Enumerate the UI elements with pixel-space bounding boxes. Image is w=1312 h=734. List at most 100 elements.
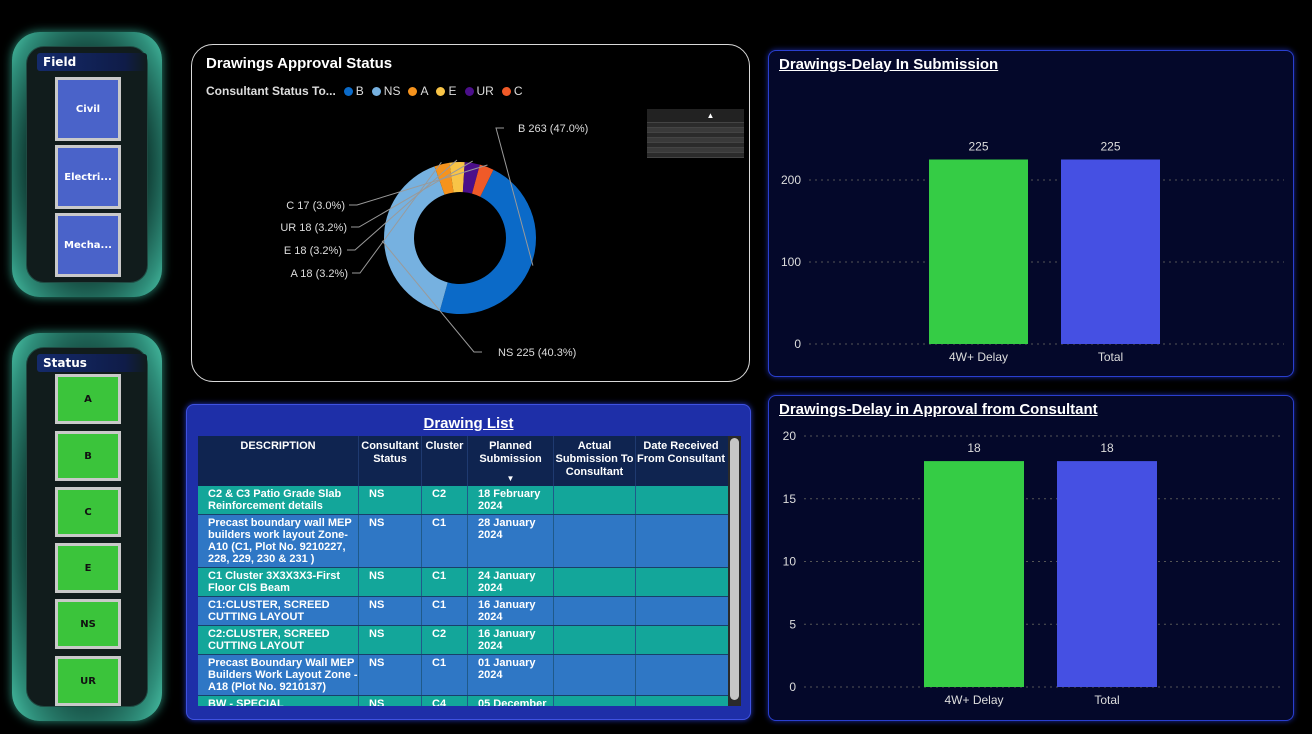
status-code bbox=[647, 138, 677, 142]
slice-label-a: A 18 (3.2%) bbox=[291, 268, 348, 280]
header-description[interactable]: ▲ bbox=[677, 109, 744, 122]
drawing-list-header: DESCRIPTION Consultant Status Cluster Plann… bbox=[198, 436, 728, 486]
slice-label-c: C 17 (3.0%) bbox=[286, 200, 345, 212]
bar-total[interactable] bbox=[1057, 461, 1157, 687]
cell-cluster: C2 bbox=[422, 486, 468, 514]
field-option-mechanical[interactable]: Mecha... bbox=[55, 213, 121, 277]
status-option-ns[interactable]: NS bbox=[55, 599, 121, 649]
bar-total[interactable] bbox=[1061, 159, 1160, 345]
status-slicer-title: Status bbox=[37, 354, 147, 372]
column-header-label: Planned Submission bbox=[479, 440, 542, 465]
status-table-row bbox=[647, 138, 744, 143]
drawing-list-scrollbar[interactable] bbox=[728, 436, 741, 706]
column-header-cluster[interactable]: Cluster bbox=[422, 436, 468, 486]
sort-down-icon: ▼ bbox=[506, 474, 515, 483]
cell-consultant-status: NS bbox=[359, 486, 422, 514]
donut-slice-ns[interactable] bbox=[383, 166, 448, 312]
cell-description: BW - SPECIAL bbox=[198, 696, 359, 706]
donut-slice-b[interactable] bbox=[439, 169, 536, 315]
column-header-description[interactable]: DESCRIPTION bbox=[198, 436, 359, 486]
x-tick-label: Total bbox=[1094, 693, 1119, 707]
field-slicer: Field Civil Electri... Mecha... bbox=[12, 32, 162, 297]
column-header-consultant-status[interactable]: Consultant Status bbox=[359, 436, 422, 486]
slice-label-e: E 18 (3.2%) bbox=[284, 245, 342, 257]
cell-consultant-status: NS bbox=[359, 597, 422, 625]
table-row[interactable]: Precast Boundary Wall MEP Builders Work … bbox=[198, 655, 728, 696]
cell-cluster: C1 bbox=[422, 597, 468, 625]
donut-slice-c[interactable] bbox=[472, 164, 494, 197]
cell-consultant-status: NS bbox=[359, 626, 422, 654]
status-description bbox=[677, 148, 744, 152]
cell-cluster: C2 bbox=[422, 626, 468, 654]
status-option-c[interactable]: C bbox=[55, 487, 121, 537]
legend-item-ns[interactable]: NS bbox=[371, 84, 401, 98]
table-row[interactable]: BW - SPECIAL NS C4 05 December bbox=[198, 696, 728, 706]
donut-legend: Consultant Status To... B NS A E UR C bbox=[206, 84, 523, 98]
slice-leader-line bbox=[381, 240, 482, 353]
cell-date-received bbox=[636, 486, 726, 514]
cell-consultant-status: NS bbox=[359, 568, 422, 596]
legend-label: NS bbox=[383, 84, 401, 98]
status-option-ur[interactable]: UR bbox=[55, 656, 121, 706]
cell-date-received bbox=[636, 696, 726, 706]
cell-planned-submission: 18 February 2024 bbox=[468, 486, 554, 514]
field-option-electrical[interactable]: Electri... bbox=[55, 145, 121, 209]
cell-planned-submission: 16 January 2024 bbox=[468, 626, 554, 654]
legend-item-a[interactable]: A bbox=[408, 84, 428, 98]
column-header-actual-submission[interactable]: Actual Submission To Consultant bbox=[554, 436, 636, 486]
donut-slice-e[interactable] bbox=[449, 162, 465, 193]
legend-title: Consultant Status To... bbox=[206, 84, 336, 98]
bar-4w-delay[interactable] bbox=[929, 159, 1028, 345]
table-row[interactable]: Precast boundary wall MEP builders work … bbox=[198, 515, 728, 568]
legend-label: A bbox=[420, 84, 429, 98]
legend-item-c[interactable]: C bbox=[501, 84, 523, 98]
slice-leader-line bbox=[352, 161, 442, 274]
status-table-header: ▲ bbox=[647, 109, 744, 123]
donut-slice-ur[interactable] bbox=[462, 162, 480, 194]
table-row[interactable]: C1:CLUSTER, SCREED CUTTING LAYOUT NS C1 16 … bbox=[198, 597, 728, 626]
status-code bbox=[647, 143, 677, 147]
status-description bbox=[677, 128, 744, 132]
status-option-a[interactable]: A bbox=[55, 374, 121, 424]
cell-description: C2 & C3 Patio Grade Slab Reinforcement d… bbox=[198, 486, 359, 514]
status-table-row bbox=[647, 133, 744, 138]
slice-label-b: B 263 (47.0%) bbox=[518, 123, 588, 135]
column-header-label: DESCRIPTION bbox=[240, 440, 316, 452]
scrollbar-thumb[interactable] bbox=[730, 438, 739, 700]
status-table-row bbox=[647, 148, 744, 153]
header-status bbox=[647, 109, 677, 122]
legend-item-ur[interactable]: UR bbox=[464, 84, 494, 98]
cell-consultant-status: NS bbox=[359, 696, 422, 706]
bar-4w-delay[interactable] bbox=[924, 461, 1024, 687]
drawing-list-panel: Drawing List DESCRIPTION Consultant Statu… bbox=[186, 404, 751, 720]
sort-up-icon: ▲ bbox=[706, 111, 715, 120]
legend-item-b[interactable]: B bbox=[343, 84, 364, 98]
status-option-b[interactable]: B bbox=[55, 431, 121, 481]
field-option-civil[interactable]: Civil bbox=[55, 77, 121, 141]
drawing-list-table[interactable]: DESCRIPTION Consultant Status Cluster Plann… bbox=[198, 436, 728, 706]
bar-data-label: 18 bbox=[1100, 441, 1114, 455]
status-description bbox=[677, 123, 744, 127]
cell-cluster: C1 bbox=[422, 655, 468, 695]
field-slicer-body: Field Civil Electri... Mecha... bbox=[26, 46, 148, 283]
column-header-date-received[interactable]: Date Received From Consultant bbox=[636, 436, 726, 486]
field-slicer-title: Field bbox=[37, 53, 147, 71]
status-option-e[interactable]: E bbox=[55, 543, 121, 593]
table-row[interactable]: C1 Cluster 3X3X3X3-First Floor CIS Beam N… bbox=[198, 568, 728, 597]
cell-date-received bbox=[636, 515, 726, 567]
status-code bbox=[647, 148, 677, 152]
cell-cluster: C1 bbox=[422, 515, 468, 567]
column-header-planned-submission[interactable]: Planned Submission ▼ bbox=[468, 436, 554, 486]
status-description bbox=[677, 138, 744, 142]
legend-label: B bbox=[355, 84, 364, 98]
approval-status-title: Drawings Approval Status bbox=[206, 55, 393, 72]
table-row[interactable]: C2 & C3 Patio Grade Slab Reinforcement d… bbox=[198, 486, 728, 515]
legend-dot bbox=[343, 86, 353, 96]
donut-chart: B 263 (47.0%) NS 225 (40.3%) A 18 (3.2%) E … bbox=[280, 123, 588, 359]
status-table-row bbox=[647, 153, 744, 158]
table-row[interactable]: C2:CLUSTER, SCREED CUTTING LAYOUT NS C2 16 … bbox=[198, 626, 728, 655]
drawing-list-title: Drawing List bbox=[423, 415, 514, 432]
status-code bbox=[647, 123, 677, 127]
legend-item-e[interactable]: E bbox=[436, 84, 457, 98]
cell-description: Precast Boundary Wall MEP Builders Work … bbox=[198, 655, 359, 695]
